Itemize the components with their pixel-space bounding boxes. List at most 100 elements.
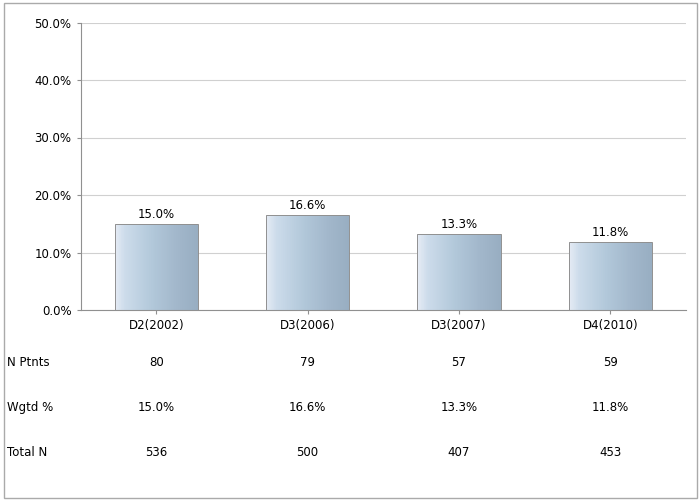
Bar <box>603 242 604 310</box>
Bar <box>636 242 637 310</box>
Bar <box>343 214 344 310</box>
Bar <box>319 214 320 310</box>
Bar <box>149 224 150 310</box>
Bar <box>637 242 638 310</box>
Bar <box>142 224 144 310</box>
Bar <box>494 234 495 310</box>
Bar <box>182 224 183 310</box>
Text: 453: 453 <box>599 446 622 459</box>
Bar <box>614 242 615 310</box>
Bar <box>607 242 608 310</box>
Bar <box>648 242 649 310</box>
Bar <box>300 214 301 310</box>
Bar <box>641 242 643 310</box>
Bar <box>438 234 439 310</box>
Bar <box>122 224 123 310</box>
Bar <box>150 224 151 310</box>
Text: Wgtd %: Wgtd % <box>7 401 53 414</box>
Bar <box>115 224 198 310</box>
Bar <box>473 234 475 310</box>
Bar <box>152 224 153 310</box>
Bar <box>186 224 187 310</box>
Bar <box>429 234 430 310</box>
Bar <box>309 214 311 310</box>
Bar <box>605 242 606 310</box>
Bar <box>437 234 438 310</box>
Bar <box>472 234 473 310</box>
Text: Total N: Total N <box>7 446 48 459</box>
Bar <box>442 234 443 310</box>
Bar <box>448 234 449 310</box>
Bar <box>314 214 315 310</box>
Bar <box>187 224 188 310</box>
Bar <box>575 242 577 310</box>
Bar <box>475 234 477 310</box>
Bar <box>317 214 318 310</box>
Bar <box>136 224 138 310</box>
Bar <box>604 242 605 310</box>
Bar <box>302 214 303 310</box>
Bar <box>277 214 278 310</box>
Bar <box>194 224 195 310</box>
Bar <box>451 234 452 310</box>
Bar <box>499 234 500 310</box>
Text: 11.8%: 11.8% <box>592 401 629 414</box>
Bar <box>286 214 287 310</box>
Bar <box>177 224 178 310</box>
Bar <box>609 242 610 310</box>
Bar <box>162 224 163 310</box>
Bar <box>575 242 576 310</box>
Bar <box>274 214 275 310</box>
Bar <box>435 234 436 310</box>
Bar <box>287 214 288 310</box>
Bar <box>134 224 135 310</box>
Bar <box>340 214 341 310</box>
Bar <box>469 234 470 310</box>
Bar <box>459 234 460 310</box>
Bar <box>457 234 458 310</box>
Bar <box>127 224 129 310</box>
Bar <box>326 214 327 310</box>
Bar <box>421 234 422 310</box>
Bar <box>175 224 176 310</box>
Bar <box>485 234 486 310</box>
Bar <box>146 224 147 310</box>
Bar <box>587 242 588 310</box>
Bar <box>433 234 434 310</box>
Bar <box>471 234 472 310</box>
Bar <box>571 242 573 310</box>
Bar <box>461 234 462 310</box>
Bar <box>644 242 645 310</box>
Bar <box>599 242 600 310</box>
Bar <box>579 242 580 310</box>
Bar <box>147 224 148 310</box>
Bar <box>474 234 475 310</box>
Bar <box>487 234 488 310</box>
Bar <box>475 234 476 310</box>
Bar <box>165 224 166 310</box>
Bar <box>430 234 431 310</box>
Bar <box>125 224 126 310</box>
Bar <box>342 214 343 310</box>
Bar <box>454 234 455 310</box>
Bar <box>278 214 279 310</box>
Bar <box>440 234 441 310</box>
Bar <box>634 242 635 310</box>
Bar <box>573 242 575 310</box>
Bar <box>582 242 583 310</box>
Bar <box>157 224 158 310</box>
Text: 15.0%: 15.0% <box>138 208 175 221</box>
Bar <box>458 234 459 310</box>
Bar <box>498 234 499 310</box>
Bar <box>117 224 118 310</box>
Bar <box>642 242 643 310</box>
Bar <box>176 224 177 310</box>
Bar <box>181 224 182 310</box>
Bar <box>133 224 134 310</box>
Bar <box>596 242 597 310</box>
Bar <box>323 214 324 310</box>
Bar <box>138 224 139 310</box>
Bar <box>144 224 145 310</box>
Bar <box>291 214 292 310</box>
Bar <box>611 242 612 310</box>
